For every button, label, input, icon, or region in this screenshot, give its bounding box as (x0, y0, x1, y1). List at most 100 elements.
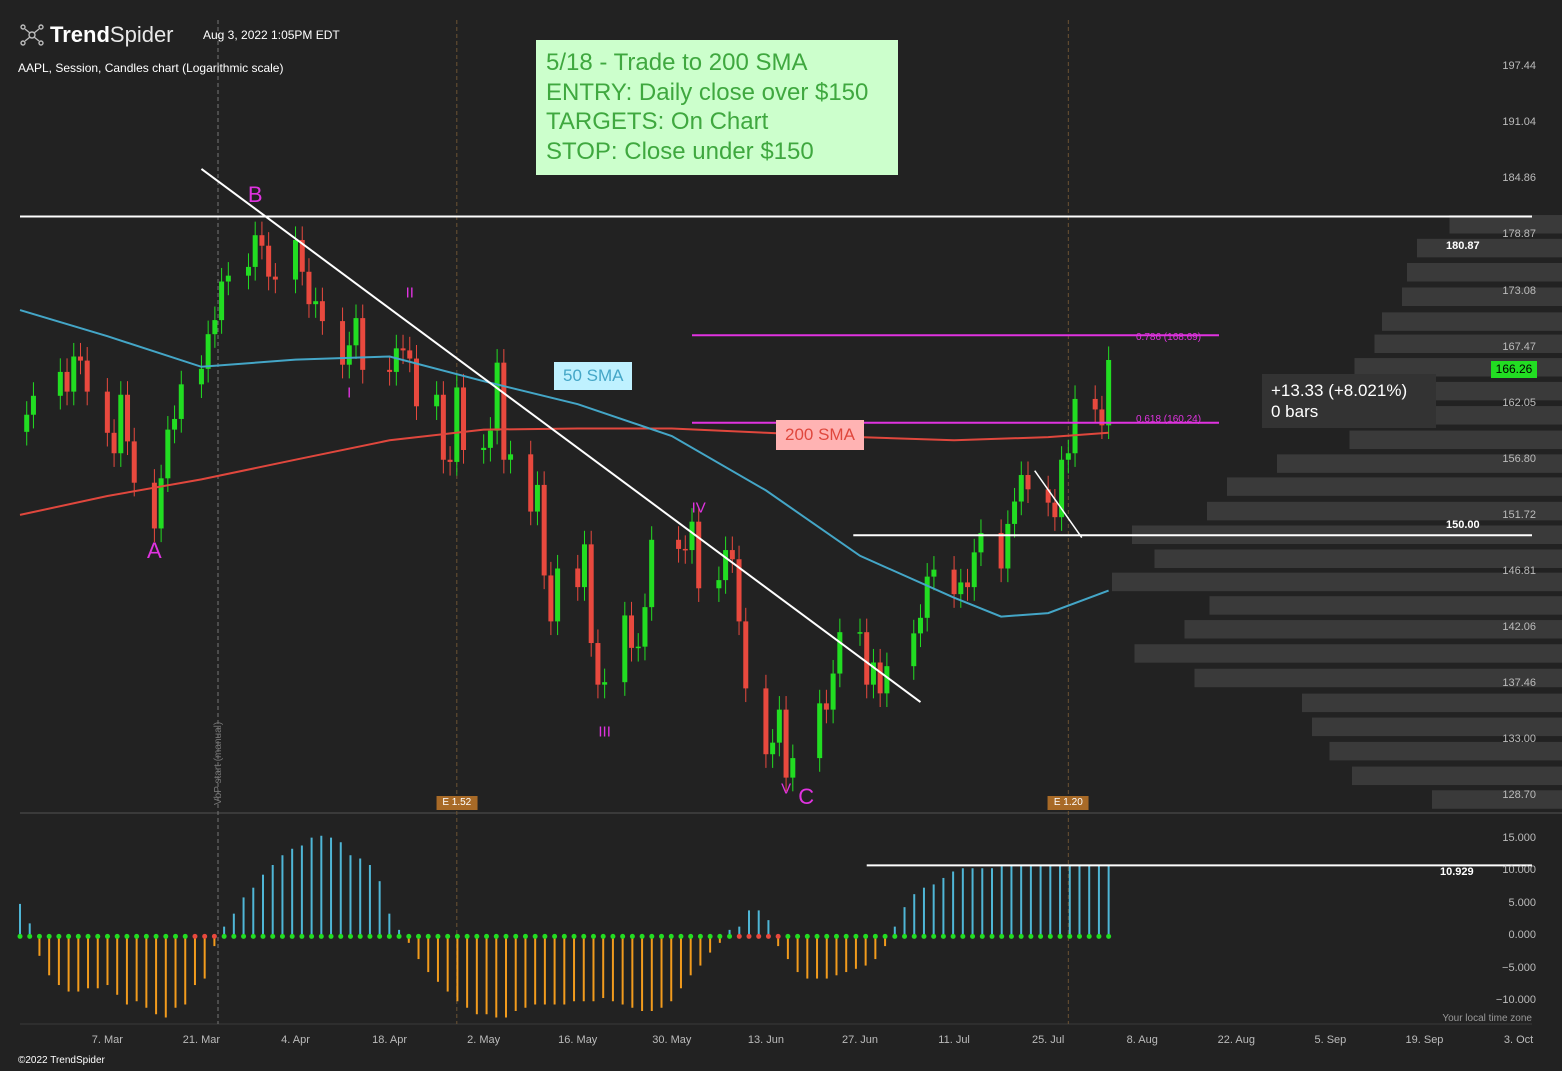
candle-body (736, 559, 742, 622)
oscillator-dot (775, 933, 781, 939)
oscillator-dot (124, 933, 130, 939)
candle-body (817, 703, 823, 759)
oscillator-dot (95, 933, 101, 939)
oscillator-dot (114, 933, 120, 939)
candle-body (911, 633, 917, 667)
candle-body (534, 484, 540, 512)
osc-y-tick-label: 15.000 (1502, 831, 1536, 844)
candle-body (541, 484, 547, 576)
candle-body (266, 245, 272, 277)
candle-body (958, 582, 964, 595)
candle-body (548, 575, 554, 622)
oscillator-dot (707, 933, 713, 939)
candle-body (837, 632, 843, 674)
candle-body (689, 521, 695, 551)
vbp-start-label: VbP start (manual) (213, 721, 224, 805)
x-tick-label: 3. Oct (1503, 1034, 1534, 1046)
candle-body (259, 235, 265, 246)
oscillator-dot (56, 933, 62, 939)
oscillator-dot (600, 933, 606, 939)
oscillator-dot (756, 933, 762, 939)
sma50-label[interactable]: 50 SMA (554, 362, 633, 390)
wave-label: B (247, 181, 263, 207)
candle-body (77, 356, 83, 361)
candle-body (602, 682, 608, 685)
oscillator-dot (241, 933, 247, 939)
candle-body (696, 521, 702, 589)
oscillator-dot (1067, 933, 1073, 939)
candle-body (387, 369, 393, 372)
candle-body (84, 360, 90, 392)
candle-body (931, 569, 937, 577)
candle-body (353, 318, 359, 346)
oscillator-dot (1057, 933, 1063, 939)
candle-body (400, 348, 406, 351)
oscillator-dot (571, 933, 577, 939)
candle-body (178, 384, 184, 419)
oscillator-dot (931, 933, 937, 939)
measure-tooltip[interactable]: +13.33 (+8.021%) 0 bars (1262, 374, 1436, 428)
x-tick-label: 5. Sep (1314, 1034, 1347, 1046)
sma200-label[interactable]: 200 SMA (776, 420, 864, 450)
candle-body (1025, 475, 1031, 490)
x-tick-label: 2. May (467, 1034, 501, 1046)
oscillator-dot (173, 933, 179, 939)
oscillator-dot (396, 933, 402, 939)
oscillator-dot (892, 933, 898, 939)
oscillator-dot (425, 933, 431, 939)
candle-body (131, 441, 137, 483)
x-tick-label: 27. Jun (841, 1034, 879, 1046)
oscillator-dot (163, 933, 169, 939)
y-tick-label: 146.81 (1502, 564, 1536, 577)
oscillator-dot (843, 933, 849, 939)
oscillator-dot (940, 933, 946, 939)
volume-profile-bar (1374, 334, 1562, 354)
x-tick-label: 7. Mar (91, 1034, 123, 1046)
earnings-badge: E 1.20 (1047, 796, 1089, 810)
candle-body (225, 275, 231, 282)
oscillator-dot (1018, 933, 1024, 939)
y-tick-label: 173.08 (1502, 284, 1536, 297)
osc-y-tick-label: −10.000 (1495, 994, 1536, 1007)
candle-body (212, 320, 218, 335)
candle-body (575, 568, 581, 588)
x-tick-label: 30. May (652, 1034, 692, 1046)
oscillator-dot (882, 933, 888, 939)
oscillator-dot (795, 933, 801, 939)
oscillator-dot (260, 933, 266, 939)
oscillator-dot (493, 933, 499, 939)
candle-body (998, 532, 1004, 569)
candle-body (104, 391, 110, 433)
sma50-line (19, 309, 1109, 618)
fib-786-label: 0.786 (168.69) (1136, 332, 1202, 343)
oscillator-dot (814, 933, 820, 939)
oscillator-dot (639, 933, 645, 939)
candle-body (198, 368, 204, 385)
wave-label: IV (691, 499, 706, 517)
oscillator-dot (960, 933, 966, 939)
oscillator-dot (270, 933, 276, 939)
y-tick-label: 184.86 (1502, 172, 1536, 185)
candle-body (447, 459, 453, 462)
oscillator-dot (416, 933, 422, 939)
oscillator-dot (620, 933, 626, 939)
volume-profile-bar (1407, 262, 1562, 282)
candle-body (413, 358, 419, 407)
volume-profile-bar (1349, 430, 1562, 450)
candle-body (588, 544, 594, 644)
oscillator-dot (347, 933, 353, 939)
oscillator-dot (435, 933, 441, 939)
wave-label: A (147, 538, 162, 564)
oscillator-dot (678, 933, 684, 939)
oscillator-dot (717, 933, 723, 939)
fib-618-label: 0.618 (160.24) (1136, 414, 1202, 425)
trendspider-logo: TrendSpider (18, 22, 174, 48)
y-tick-label: 197.44 (1502, 60, 1536, 73)
volume-profile-bar (1312, 717, 1562, 737)
oscillator-dot (765, 933, 771, 939)
timezone-note: Your local time zone (1442, 1013, 1532, 1024)
trade-note-box[interactable]: 5/18 - Trade to 200 SMA ENTRY: Daily clo… (536, 40, 898, 175)
wave-label: C (798, 784, 815, 810)
candle-body (965, 582, 971, 588)
